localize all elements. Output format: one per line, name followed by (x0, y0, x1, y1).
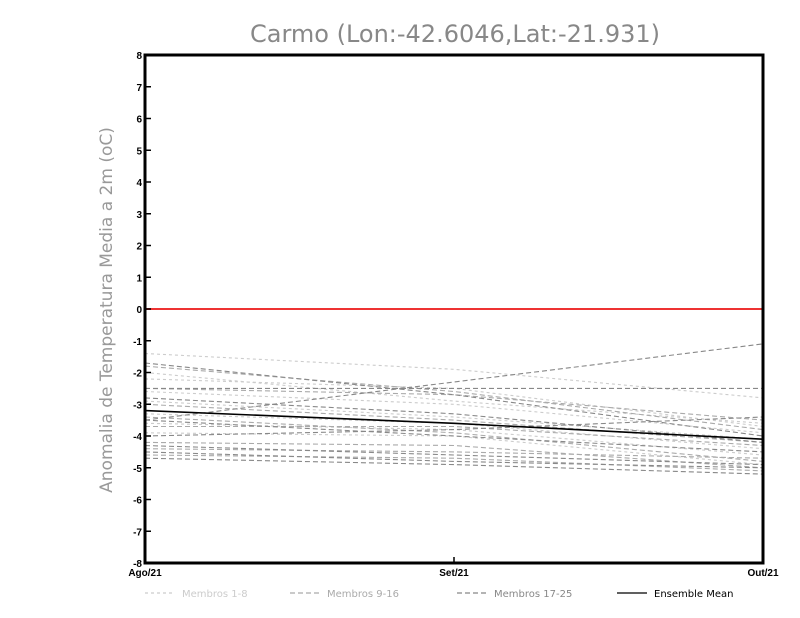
y-tick-label: 1 (136, 273, 142, 284)
member-line (144, 403, 764, 443)
y-axis-label: Anomalia de Temperatura Media a 2m (oC) (97, 127, 117, 493)
y-tick-label: 6 (136, 115, 142, 126)
y-tick-label: 2 (136, 242, 142, 253)
y-tick-label: 0 (136, 305, 142, 316)
y-tick-label: -1 (133, 337, 142, 348)
member-line (144, 387, 764, 421)
legend-label: Membros 9-16 (327, 589, 399, 600)
legend: Membros 1-8 Membros 9-16 Membros 17-25 Ense… (145, 589, 733, 600)
y-tick-label: 7 (136, 83, 142, 94)
member-line (144, 432, 764, 466)
chart-title: Carmo (Lon:-42.6046,Lat:-21.931) (250, 20, 660, 48)
ensemble-mean-line (144, 409, 764, 440)
y-tick-label: 5 (136, 146, 142, 157)
y-tick-label: -6 (133, 496, 142, 507)
member-line (144, 419, 764, 453)
y-tick-label: 3 (136, 210, 142, 221)
y-tick-label: -4 (133, 432, 142, 443)
legend-label: Ensemble Mean (654, 589, 733, 600)
member-line (144, 397, 764, 443)
x-tick-label: Ago/21 (128, 568, 162, 579)
y-axis-ticks: 8 7 6 5 4 3 2 1 0 -1 -2 -3 -4 -5 -6 -7 -8 (133, 51, 151, 570)
member-line (144, 454, 764, 472)
y-tick-label: -5 (133, 464, 142, 475)
member-line (144, 457, 764, 475)
y-tick-label: -3 (133, 400, 142, 411)
member-line (145, 425, 764, 447)
member-line (144, 448, 764, 459)
member-line (144, 390, 764, 434)
series-layer (144, 343, 764, 475)
member-line (144, 352, 764, 399)
y-tick-label: 8 (136, 51, 142, 62)
x-tick-label: Out/21 (747, 568, 779, 579)
member-line (144, 400, 764, 440)
y-tick-label: -8 (133, 559, 142, 570)
member-line (144, 413, 764, 450)
member-line (144, 451, 764, 469)
member-line (144, 422, 764, 456)
legend-label: Membros 1-8 (182, 589, 248, 600)
member-line (144, 416, 764, 437)
x-tick-label: Set/21 (439, 568, 469, 579)
y-tick-label: 4 (136, 178, 142, 189)
member-line (144, 444, 764, 466)
member-line (144, 371, 764, 424)
member-line (144, 416, 764, 462)
member-line (144, 365, 764, 431)
y-tick-label: -7 (133, 527, 142, 538)
member-line (144, 441, 764, 469)
y-tick-label: -2 (133, 369, 142, 380)
legend-label: Membros 17-25 (494, 589, 572, 600)
x-axis-ticks: Ago/21 Set/21 Out/21 (128, 557, 779, 579)
